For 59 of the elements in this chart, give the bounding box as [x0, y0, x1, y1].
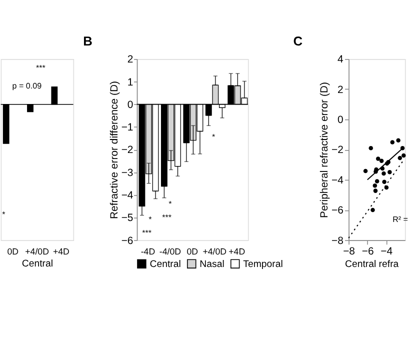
x-tick-label: −6	[362, 246, 374, 258]
point	[388, 170, 392, 174]
point	[379, 158, 384, 164]
x-tick-label: +4D	[52, 246, 70, 256]
y-tick-label: 1	[127, 77, 134, 88]
point	[370, 208, 375, 212]
annotation: ***	[162, 212, 172, 222]
y-tick-label: 2	[127, 54, 134, 66]
y-tick-label: −5	[121, 213, 134, 224]
y-tick-label: −4	[331, 175, 344, 186]
point	[402, 153, 406, 158]
annotation: R² =	[392, 214, 408, 224]
point	[390, 140, 395, 144]
point	[376, 156, 380, 161]
y-tick-label: −1	[121, 122, 134, 134]
x-tick-label: 0D	[7, 246, 19, 256]
legend-label: Temporal	[243, 259, 283, 270]
annotation: *	[212, 132, 216, 142]
y-tick-label: 4	[338, 54, 344, 66]
y-tick-label: 2	[338, 84, 344, 96]
text: ***	[36, 63, 46, 72]
point	[363, 168, 368, 174]
y-tick-label: −4	[121, 190, 134, 202]
legend-label: Nasal	[200, 259, 224, 270]
y-tick-label: −8	[331, 236, 344, 247]
point	[398, 156, 402, 160]
x-axis-title: Central	[22, 258, 54, 270]
chart-title: C	[293, 33, 303, 48]
y-tick-label: −2	[331, 145, 344, 156]
point	[372, 184, 378, 188]
y-tick-label: −6	[121, 236, 134, 247]
y-axis-title: Peripheral refractive error (D)	[319, 82, 330, 218]
annotation: p = 0.09	[12, 82, 42, 91]
y-tick-label: 0	[127, 100, 134, 111]
point	[382, 180, 386, 184]
x-tick-label: 0D	[186, 246, 198, 256]
y-tick-label: −2	[121, 145, 134, 156]
y-tick-label: −6	[331, 206, 344, 217]
y-axis-title: Refractive error difference (D)	[109, 80, 120, 220]
text: *	[2, 210, 6, 220]
x-tick-label: +4/0D	[202, 246, 227, 256]
x-tick-label: +4D	[228, 246, 246, 256]
point	[368, 146, 374, 150]
point	[382, 171, 386, 176]
annotation: *	[148, 214, 152, 224]
point	[373, 188, 378, 193]
x-tick-label: −4	[380, 246, 393, 258]
y-tick-label: 0	[338, 115, 344, 126]
annotation: *	[168, 199, 172, 208]
y-tick-label: −3	[121, 168, 134, 179]
legend-label: Central	[150, 259, 181, 270]
chart-title: B	[83, 33, 92, 48]
x-axis-title: Central refra	[344, 259, 400, 270]
x-tick-label: +4/0D	[25, 246, 49, 256]
point	[396, 138, 400, 143]
annotation: ***	[142, 228, 152, 238]
point	[374, 179, 380, 184]
x-tick-label: -4/0D	[159, 246, 182, 256]
x-tick-label: -4D	[140, 246, 156, 256]
